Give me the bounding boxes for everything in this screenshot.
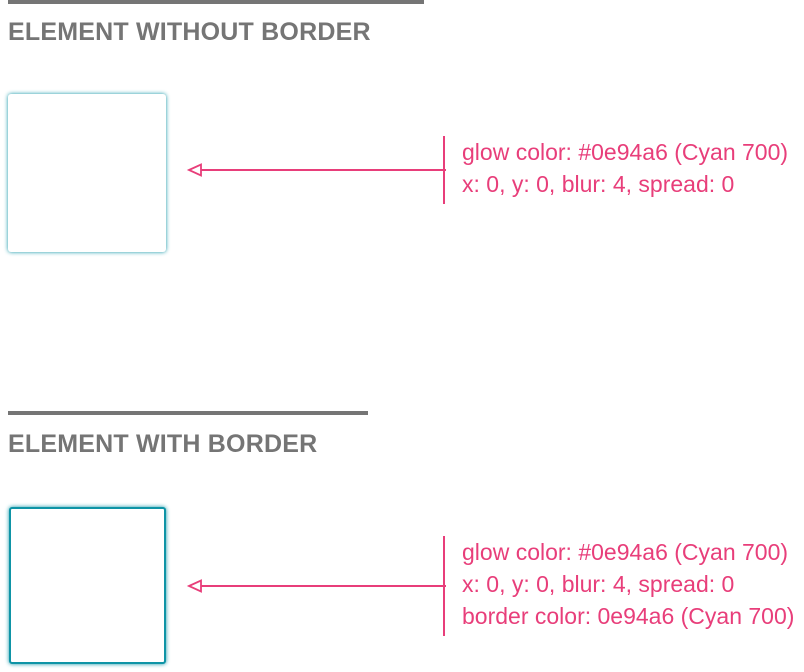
arrow-left-icon	[186, 579, 446, 593]
arrow-left-icon	[186, 163, 446, 177]
shadow-params-label: x: 0, y: 0, blur: 4, spread: 0	[462, 571, 735, 597]
callout-bar-without-border	[443, 136, 445, 204]
section-title-without-border: ELEMENT WITHOUT BORDER	[8, 18, 371, 46]
section-divider-without-border	[8, 0, 424, 4]
annotation-with-border: glow color: #0e94a6 (Cyan 700) x: 0, y: …	[462, 536, 794, 632]
glow-sample-without-border	[8, 94, 166, 252]
glow-color-label: glow color: #0e94a6 (Cyan 700)	[462, 139, 789, 165]
shadow-params-label: x: 0, y: 0, blur: 4, spread: 0	[462, 171, 735, 197]
border-color-label: border color: 0e94a6 (Cyan 700)	[462, 603, 795, 629]
annotation-without-border: glow color: #0e94a6 (Cyan 700) x: 0, y: …	[462, 136, 788, 200]
glow-color-label: glow color: #0e94a6 (Cyan 700)	[462, 539, 789, 565]
section-title-with-border: ELEMENT WITH BORDER	[8, 430, 318, 458]
callout-bar-with-border	[443, 536, 445, 636]
glow-sample-with-border	[9, 507, 166, 664]
section-divider-with-border	[8, 411, 368, 415]
